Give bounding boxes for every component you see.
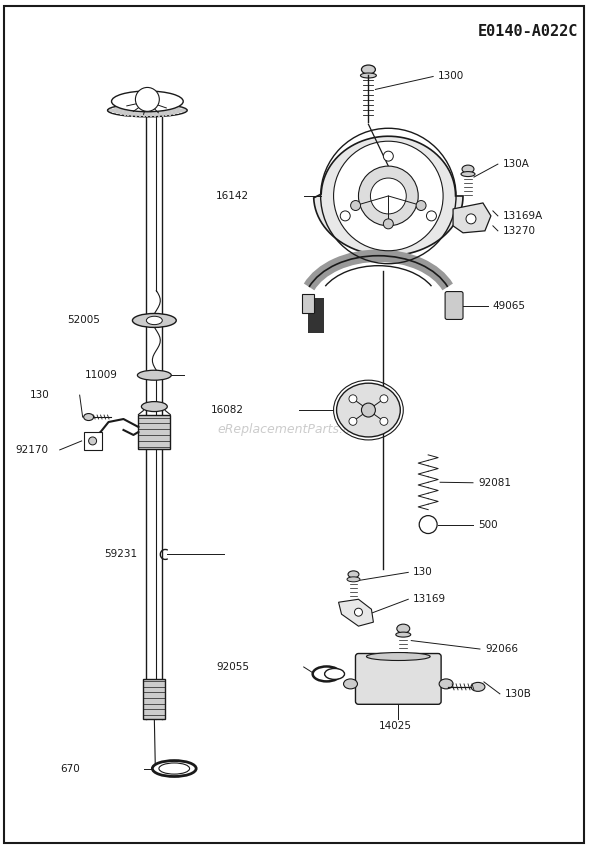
Circle shape: [88, 437, 97, 445]
Circle shape: [427, 211, 437, 221]
Text: 130: 130: [30, 391, 50, 400]
Ellipse shape: [137, 370, 171, 380]
Circle shape: [384, 151, 394, 161]
Ellipse shape: [471, 683, 485, 691]
Circle shape: [340, 211, 350, 221]
Ellipse shape: [360, 73, 376, 78]
Polygon shape: [453, 203, 491, 233]
Bar: [143, 679, 165, 719]
Ellipse shape: [348, 571, 359, 578]
Ellipse shape: [146, 317, 162, 324]
Text: 16142: 16142: [216, 191, 249, 201]
Ellipse shape: [366, 653, 430, 661]
Text: 13169: 13169: [413, 594, 447, 604]
Text: 92081: 92081: [478, 478, 511, 488]
Circle shape: [419, 515, 437, 533]
Ellipse shape: [396, 633, 411, 637]
Text: 92170: 92170: [15, 445, 48, 455]
Text: 49065: 49065: [493, 301, 526, 311]
Ellipse shape: [347, 576, 360, 582]
Ellipse shape: [461, 171, 475, 177]
Text: 92055: 92055: [216, 662, 249, 672]
Ellipse shape: [132, 313, 176, 328]
Circle shape: [350, 200, 360, 211]
Circle shape: [371, 178, 407, 214]
Bar: [301, 294, 314, 313]
Ellipse shape: [462, 165, 474, 173]
Text: 130: 130: [413, 567, 433, 577]
Polygon shape: [314, 136, 463, 256]
Circle shape: [466, 214, 476, 224]
Circle shape: [362, 403, 375, 417]
Circle shape: [349, 418, 357, 425]
Bar: [84, 432, 101, 450]
Bar: [139, 414, 171, 449]
FancyBboxPatch shape: [356, 654, 441, 705]
Circle shape: [380, 395, 388, 402]
Ellipse shape: [324, 668, 345, 679]
Circle shape: [136, 87, 159, 111]
Bar: [307, 297, 324, 334]
Ellipse shape: [362, 65, 375, 74]
Ellipse shape: [397, 624, 409, 633]
Ellipse shape: [112, 91, 183, 112]
Text: 13169A: 13169A: [503, 211, 543, 221]
Text: 670: 670: [60, 763, 80, 773]
Text: 130B: 130B: [505, 689, 532, 699]
Text: 11009: 11009: [84, 370, 117, 380]
Polygon shape: [339, 599, 373, 627]
Ellipse shape: [336, 383, 400, 437]
Ellipse shape: [159, 763, 189, 774]
Ellipse shape: [84, 413, 94, 420]
Ellipse shape: [343, 679, 358, 689]
Ellipse shape: [439, 679, 453, 689]
Circle shape: [380, 418, 388, 425]
Text: 1300: 1300: [438, 71, 464, 82]
Text: 13270: 13270: [503, 226, 536, 236]
Text: E0140-A022C: E0140-A022C: [477, 24, 578, 39]
Text: 52005: 52005: [67, 316, 100, 325]
Circle shape: [349, 395, 357, 402]
Circle shape: [384, 219, 394, 229]
Text: 130A: 130A: [503, 159, 530, 169]
Circle shape: [355, 608, 362, 616]
Text: 500: 500: [478, 520, 497, 530]
Text: eReplacementParts.com: eReplacementParts.com: [218, 424, 370, 436]
Text: 92066: 92066: [485, 644, 518, 654]
Circle shape: [333, 141, 443, 250]
Ellipse shape: [107, 104, 187, 117]
Circle shape: [359, 166, 418, 226]
Text: 59231: 59231: [104, 549, 137, 559]
Circle shape: [416, 200, 426, 211]
Ellipse shape: [152, 761, 196, 777]
Ellipse shape: [142, 402, 168, 412]
Text: 14025: 14025: [378, 721, 411, 731]
Text: 16082: 16082: [211, 405, 244, 415]
FancyBboxPatch shape: [445, 291, 463, 319]
Ellipse shape: [313, 666, 340, 682]
